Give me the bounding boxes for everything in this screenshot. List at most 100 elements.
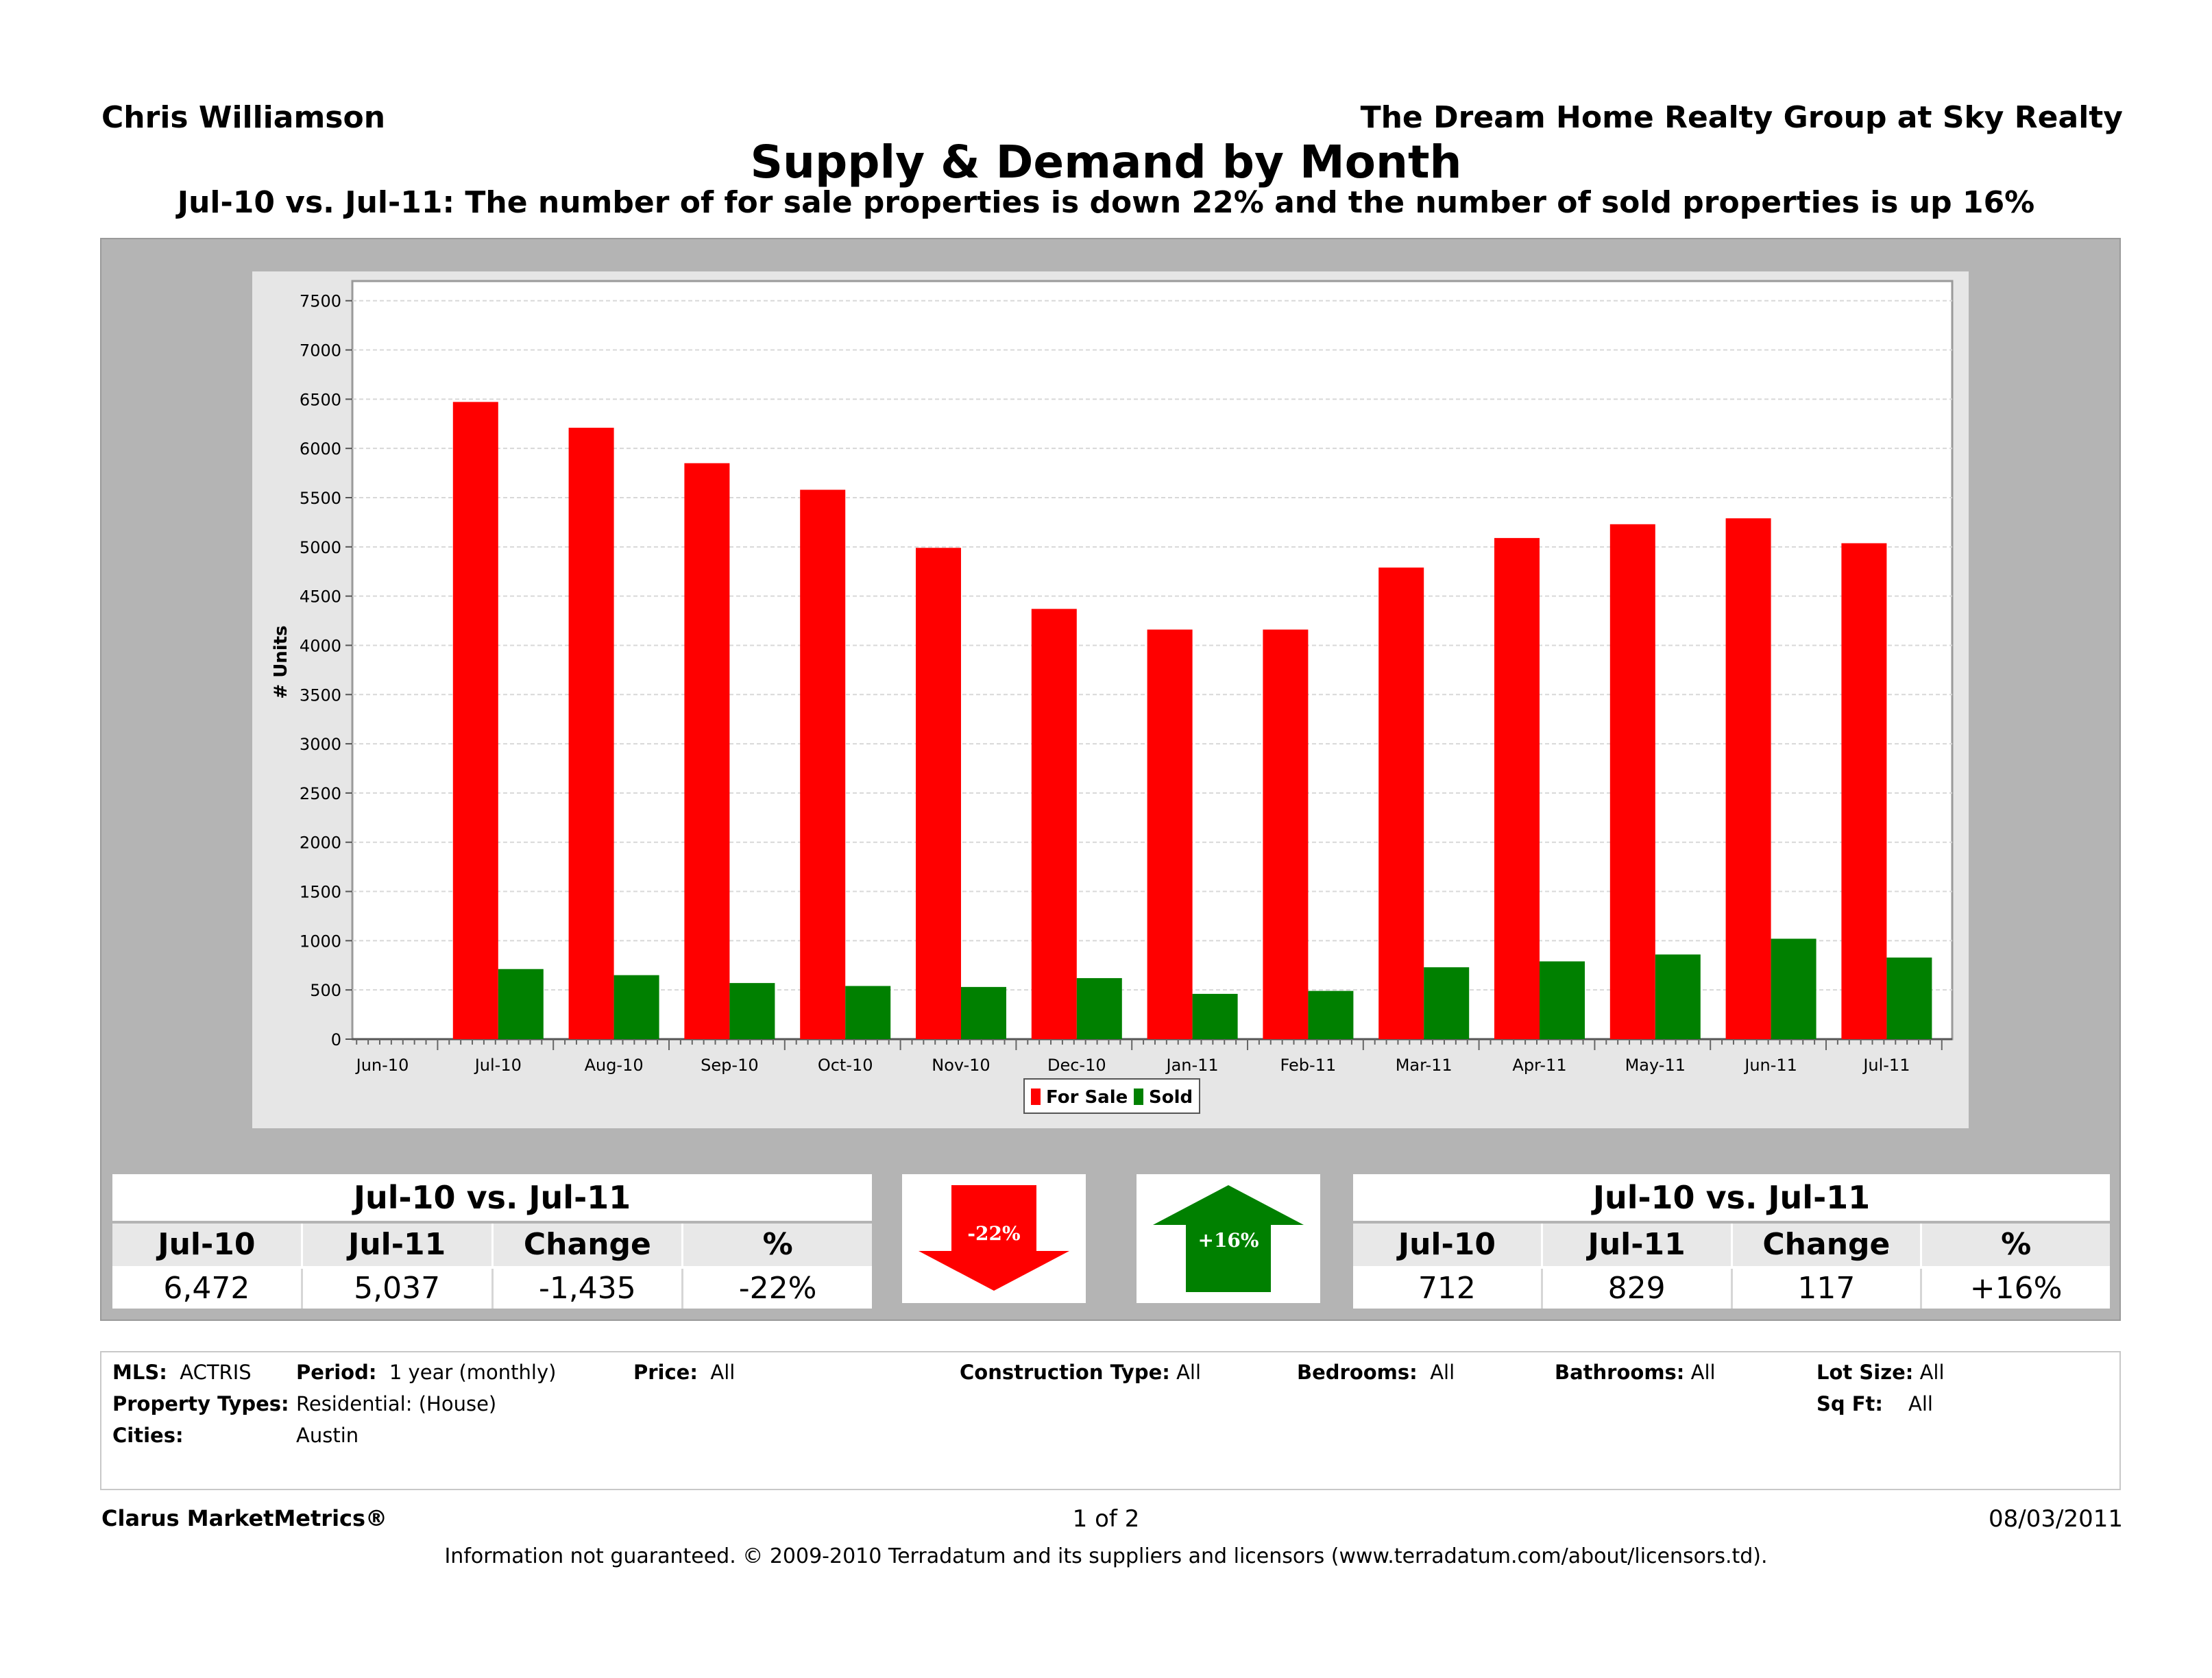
- up-arrow-label: +16%: [1198, 1229, 1259, 1252]
- price-filter: Price: All: [633, 1361, 736, 1384]
- header-cell: Jul-11: [1543, 1224, 1733, 1266]
- sqft-label: Sq Ft:: [1816, 1392, 1884, 1415]
- for-sale-stats-title: Jul-10 vs. Jul-11: [112, 1174, 872, 1224]
- y-tick-label: 6500: [300, 390, 341, 409]
- legend-label: For Sale: [1046, 1087, 1128, 1108]
- value-cell: 712: [1353, 1269, 1543, 1309]
- header-cell: %: [762, 1227, 793, 1262]
- agent-name: Chris Williamson: [101, 100, 386, 135]
- x-tick-label: Jul-10: [474, 1056, 522, 1075]
- x-tick-label: Feb-11: [1280, 1056, 1337, 1075]
- header-cell: Change: [494, 1224, 684, 1266]
- x-tick-label: Jan-11: [1165, 1056, 1218, 1075]
- for-sale-bar: [1263, 629, 1309, 1039]
- sold-bar: [1424, 967, 1470, 1039]
- y-tick-label: 4500: [300, 587, 341, 607]
- for-sale-bar: [1841, 543, 1887, 1039]
- y-tick-label: 5500: [300, 489, 341, 508]
- cities-label: Cities:: [112, 1424, 184, 1447]
- page-title: Supply & Demand by Month: [750, 136, 1462, 189]
- sold-stats-table: Jul-10 vs. Jul-11 Jul-10 Jul-11 Change %…: [1353, 1174, 2110, 1309]
- chart-panel: 0 500 1000 1500 2000 2500 3000 3500 4000 4500 5000…: [252, 271, 1969, 1128]
- bathrooms-filter: Bathrooms: All: [1555, 1361, 1716, 1384]
- legend: [1023, 1078, 1200, 1114]
- legend-label: Sold: [1149, 1087, 1193, 1108]
- sold-stats-title: Jul-10 vs. Jul-11: [1353, 1174, 2110, 1224]
- legend-swatch: [1031, 1089, 1041, 1105]
- sold-bar: [613, 975, 659, 1039]
- bedrooms-filter: Bedrooms: All: [1297, 1361, 1455, 1384]
- value-cell: +16%: [1969, 1271, 2063, 1306]
- legend-swatch: [1134, 1089, 1143, 1105]
- x-tick-label: Mar-11: [1396, 1056, 1453, 1075]
- sold-bar: [498, 969, 544, 1039]
- header-cell: Change: [1733, 1224, 1923, 1266]
- y-tick-label: 5000: [300, 538, 341, 557]
- y-tick-label: 1500: [300, 883, 341, 902]
- for-sale-stats-values: 6,472 5,037 -1,435 -22%: [112, 1269, 872, 1309]
- y-tick-label: 1000: [300, 932, 341, 951]
- header-cell: Jul-10: [1353, 1224, 1543, 1266]
- disclaimer: Information not guaranteed. © 2009-2010 …: [444, 1544, 1768, 1568]
- for-sale-bar: [568, 428, 614, 1039]
- filter-criteria-box: MLS: ACTRIS Period: 1 year (monthly) Pri…: [100, 1351, 2121, 1490]
- down-arrow-icon: -22%: [919, 1185, 1069, 1291]
- sold-bar: [1192, 993, 1238, 1039]
- down-arrow-label: -22%: [967, 1222, 1020, 1245]
- up-arrow-box: +16%: [1137, 1174, 1320, 1303]
- y-axis-label: # Units: [271, 625, 291, 698]
- page-number: 1 of 2: [1072, 1505, 1140, 1533]
- header-cell: %: [2001, 1227, 2032, 1262]
- value-cell: 5,037: [303, 1269, 494, 1309]
- sold-bar: [1540, 961, 1585, 1039]
- x-tick-label: Apr-11: [1512, 1056, 1566, 1075]
- for-sale-stats-table: Jul-10 vs. Jul-11 Jul-10 Jul-11 Change %…: [112, 1174, 872, 1309]
- for-sale-bar: [1378, 567, 1424, 1039]
- cities-value: Austin: [296, 1424, 359, 1447]
- value-cell: 117: [1733, 1269, 1923, 1309]
- sold-bar: [1655, 954, 1701, 1039]
- mls-filter: MLS: ACTRIS: [112, 1361, 252, 1384]
- property-types-label: Property Types:: [112, 1392, 289, 1415]
- header-cell: Jul-10: [112, 1224, 303, 1266]
- sold-bar: [729, 983, 775, 1039]
- sold-bar: [1886, 957, 1932, 1039]
- x-tick-label: Oct-10: [818, 1056, 873, 1075]
- x-tick-label: Jun-11: [1743, 1056, 1797, 1075]
- for-sale-bar: [1609, 524, 1655, 1039]
- for-sale-bar: [1725, 518, 1771, 1039]
- y-tick-label: 0: [331, 1030, 341, 1049]
- value-cell: -22%: [738, 1271, 817, 1306]
- x-tick-label: Dec-10: [1047, 1056, 1106, 1075]
- for-sale-bar: [684, 463, 730, 1039]
- company-name: The Dream Home Realty Group at Sky Realt…: [1360, 100, 2123, 135]
- sold-bar: [845, 986, 891, 1039]
- for-sale-bar: [916, 548, 961, 1039]
- sqft-value: All: [1908, 1392, 1933, 1415]
- sold-bar: [1308, 990, 1354, 1039]
- property-types-value: Residential: (House): [296, 1392, 497, 1415]
- down-arrow-box: -22%: [902, 1174, 1086, 1303]
- y-tick-label: 4000: [300, 636, 341, 655]
- x-tick-label: Aug-10: [585, 1056, 644, 1075]
- y-tick-label: 7500: [300, 292, 341, 311]
- page-subtitle: Jul-10 vs. Jul-11: The number of for sal…: [177, 185, 2035, 220]
- y-tick-label: 2000: [300, 834, 341, 853]
- for-sale-bar: [1031, 609, 1077, 1039]
- sold-bar: [961, 986, 1006, 1039]
- y-tick-label: 7000: [300, 341, 341, 361]
- value-cell: 6,472: [112, 1269, 303, 1309]
- period-filter: Period: 1 year (monthly): [296, 1361, 557, 1384]
- sold-bar: [1076, 977, 1122, 1039]
- value-cell: -1,435: [494, 1269, 684, 1309]
- x-tick-label: Jun-10: [355, 1056, 409, 1075]
- bar-chart: 0 500 1000 1500 2000 2500 3000 3500 4000 4500 5000…: [271, 280, 1954, 1114]
- sold-bar: [1771, 938, 1816, 1039]
- construction-filter: Construction Type: All: [960, 1361, 1202, 1384]
- up-arrow-icon: +16%: [1153, 1185, 1304, 1292]
- y-tick-label: 2500: [300, 784, 341, 803]
- for-sale-bar: [1494, 537, 1540, 1039]
- y-tick-label: 6000: [300, 439, 341, 459]
- value-cell: 829: [1543, 1269, 1733, 1309]
- footer-brand: Clarus MarketMetrics®: [101, 1505, 388, 1531]
